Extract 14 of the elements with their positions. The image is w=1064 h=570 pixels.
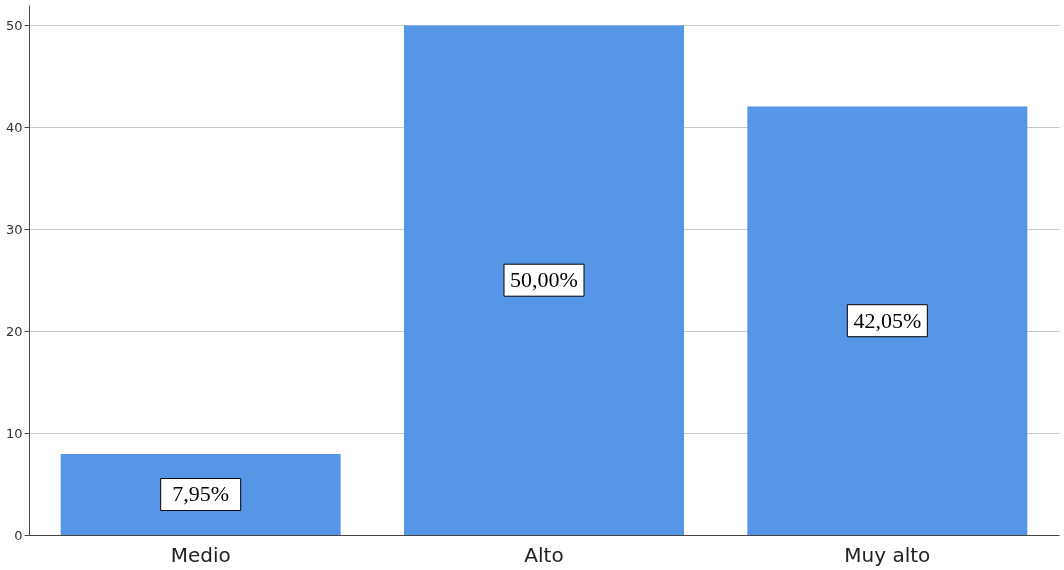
y-tick-label: 30 bbox=[5, 221, 23, 237]
y-tick-label: 50 bbox=[5, 17, 23, 33]
y-tick-label: 20 bbox=[5, 323, 23, 339]
bar bbox=[747, 106, 1028, 535]
y-tick-label: 10 bbox=[5, 425, 23, 441]
y-tick-label: 0 bbox=[14, 527, 23, 543]
data-label: 42,05% bbox=[853, 307, 922, 333]
x-tick-label: Muy alto bbox=[844, 542, 931, 567]
data-label: 7,95% bbox=[172, 481, 230, 507]
bar bbox=[404, 25, 684, 535]
x-tick-label: Medio bbox=[170, 542, 231, 567]
y-tick-label: 40 bbox=[5, 119, 23, 135]
x-tick-label: Alto bbox=[524, 542, 564, 567]
data-label: 50,00% bbox=[510, 267, 578, 293]
